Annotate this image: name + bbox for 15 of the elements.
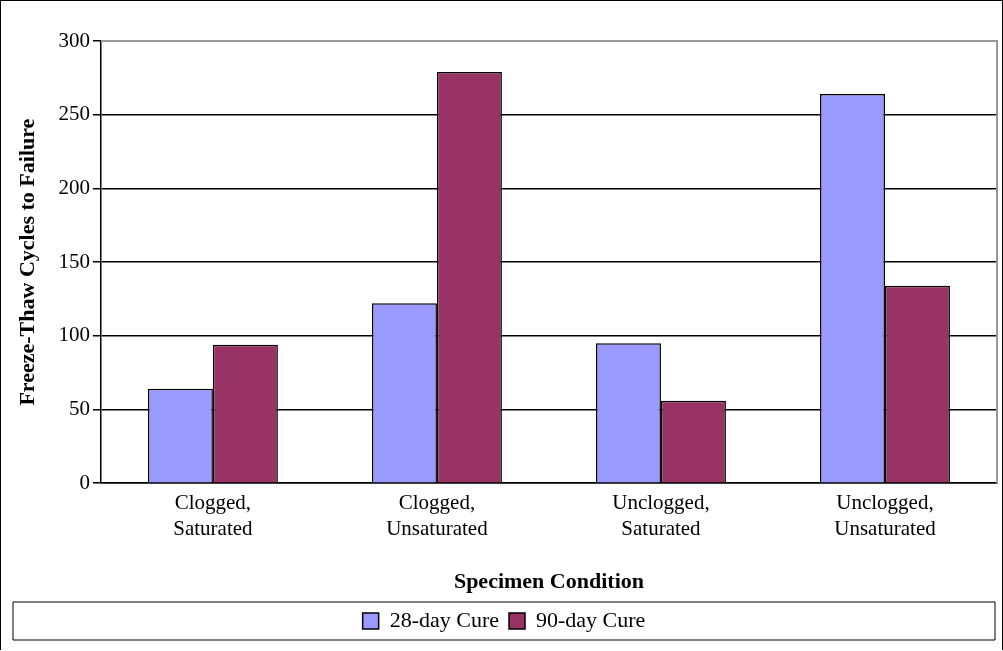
- y-tick-label: 250: [58, 101, 90, 126]
- x-tick-label: Unclogged, Unsaturated: [834, 490, 937, 540]
- x-tick-label: Clogged, Saturated: [173, 490, 254, 540]
- x-tick-label: Unclogged, Saturated: [612, 490, 710, 540]
- y-tick-label: 50: [68, 396, 90, 421]
- y-tick-label: 0: [79, 469, 90, 494]
- y-tick-label: 150: [58, 248, 90, 273]
- y-tick-label: 200: [58, 174, 90, 199]
- legend-label: 90-day Cure: [536, 606, 646, 632]
- legend-label: 28-day Cure: [389, 606, 499, 632]
- y-tick-label: 100: [58, 322, 90, 347]
- y-tick-label: 300: [58, 27, 90, 52]
- x-tick-label: Clogged, Unsaturated: [386, 490, 489, 540]
- y-axis-title: Freeze-Thaw Cycles to Failure: [13, 118, 39, 406]
- x-axis-title: Specimen Condition: [453, 568, 644, 594]
